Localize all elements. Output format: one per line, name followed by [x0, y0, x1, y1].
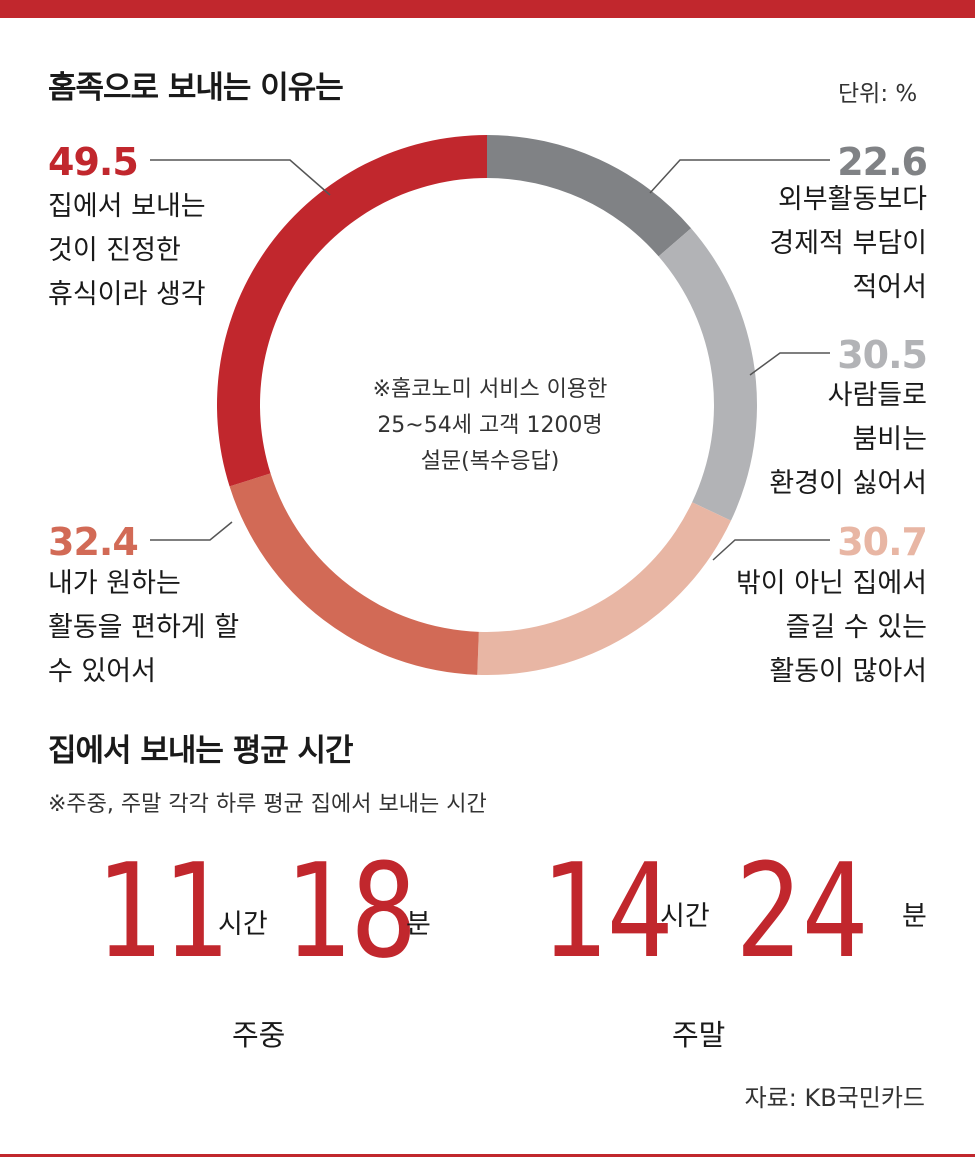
- weekend-minutes: 24: [735, 835, 869, 987]
- slice-value-32-4: 32.4: [48, 520, 139, 564]
- slice-label-line: 즐길 수 있는: [785, 612, 927, 643]
- donut-slice-22-6: [487, 135, 692, 257]
- slice-value-22-6: 22.6: [837, 140, 928, 184]
- leader-lines: [150, 159, 830, 561]
- weekday-minutes: 18: [284, 835, 418, 987]
- slice-label-line: 밖이 아닌 집에서: [735, 568, 927, 599]
- slice-label-32-4: 내가 원하는 활동을 편하게 할 수 있어서: [48, 562, 239, 694]
- time-section-title: 집에서 보내는 평균 시간: [48, 733, 354, 769]
- center-note-line: 설문(복수응답): [420, 449, 560, 474]
- slice-label-line: 것이 진정한: [48, 235, 181, 266]
- slice-value-30-7: 30.7: [837, 520, 928, 564]
- slice-label-line: 환경이 싫어서: [769, 468, 927, 499]
- slice-value-30-5: 30.5: [837, 333, 928, 377]
- bottom-accent-bar: [0, 1154, 975, 1157]
- weekday-hours: 11: [95, 835, 229, 987]
- unit-label: 단위: %: [838, 81, 918, 107]
- slice-label-49-5: 집에서 보내는 것이 진정한 휴식이라 생각: [48, 185, 206, 317]
- slice-label-line: 붐비는: [852, 424, 927, 455]
- leader-line-49-5: [150, 159, 331, 196]
- slice-label-30-7: 밖이 아닌 집에서 즐길 수 있는 활동이 많아서: [736, 562, 927, 694]
- source-note: 자료: KB국민카드: [744, 1084, 925, 1112]
- slice-label-line: 내가 원하는: [48, 568, 181, 599]
- donut-slice-30-5: [658, 228, 757, 521]
- slice-label-line: 활동을 편하게 할: [48, 612, 240, 643]
- center-note-line: ※홈코노미 서비스 이용한: [372, 377, 608, 402]
- time-section-note: ※주중, 주말 각각 하루 평균 집에서 보내는 시간: [48, 792, 487, 817]
- slice-label-line: 집에서 보내는: [48, 191, 206, 222]
- top-accent-bar: [0, 0, 975, 18]
- leader-line-30-7: [712, 539, 830, 561]
- slice-label-line: 수 있어서: [48, 656, 156, 687]
- leader-line-30-5: [749, 352, 830, 376]
- center-note: ※홈코노미 서비스 이용한 25~54세 고객 1200명 설문(복수응답): [335, 372, 645, 480]
- leader-line-22-6: [649, 159, 830, 194]
- slice-label-line: 휴식이라 생각: [48, 279, 206, 310]
- slice-label-line: 활동이 많아서: [769, 656, 927, 687]
- slice-value-49-5: 49.5: [48, 140, 139, 184]
- donut-chart: [150, 135, 830, 675]
- weekend-label: 주말: [672, 1018, 726, 1052]
- chart-title: 홈족으로 보내는 이유는: [48, 70, 344, 106]
- weekend-minute-unit: 분: [902, 901, 927, 932]
- slice-label-line: 외부활동보다: [777, 184, 927, 215]
- weekday-hour-unit: 시간: [218, 909, 268, 940]
- donut-slice-30-7: [477, 502, 731, 675]
- donut-slice-49-5: [217, 135, 488, 487]
- slice-label-22-6: 외부활동보다 경제적 부담이 적어서: [769, 178, 927, 310]
- leader-line-32-4: [150, 521, 233, 541]
- weekday-minute-unit: 분: [406, 909, 431, 940]
- center-note-line: 25~54세 고객 1200명: [377, 413, 603, 438]
- weekday-label: 주중: [232, 1018, 286, 1052]
- slice-label-30-5: 사람들로 붐비는 환경이 싫어서: [769, 374, 927, 506]
- slice-label-line: 사람들로: [827, 380, 927, 411]
- slice-label-line: 적어서: [852, 272, 927, 303]
- weekend-hour-unit: 시간: [660, 901, 710, 932]
- weekend-hours: 14: [540, 835, 674, 987]
- donut-slice-32-4: [229, 473, 479, 675]
- donut-slices: [217, 135, 757, 675]
- slice-label-line: 경제적 부담이: [769, 228, 927, 259]
